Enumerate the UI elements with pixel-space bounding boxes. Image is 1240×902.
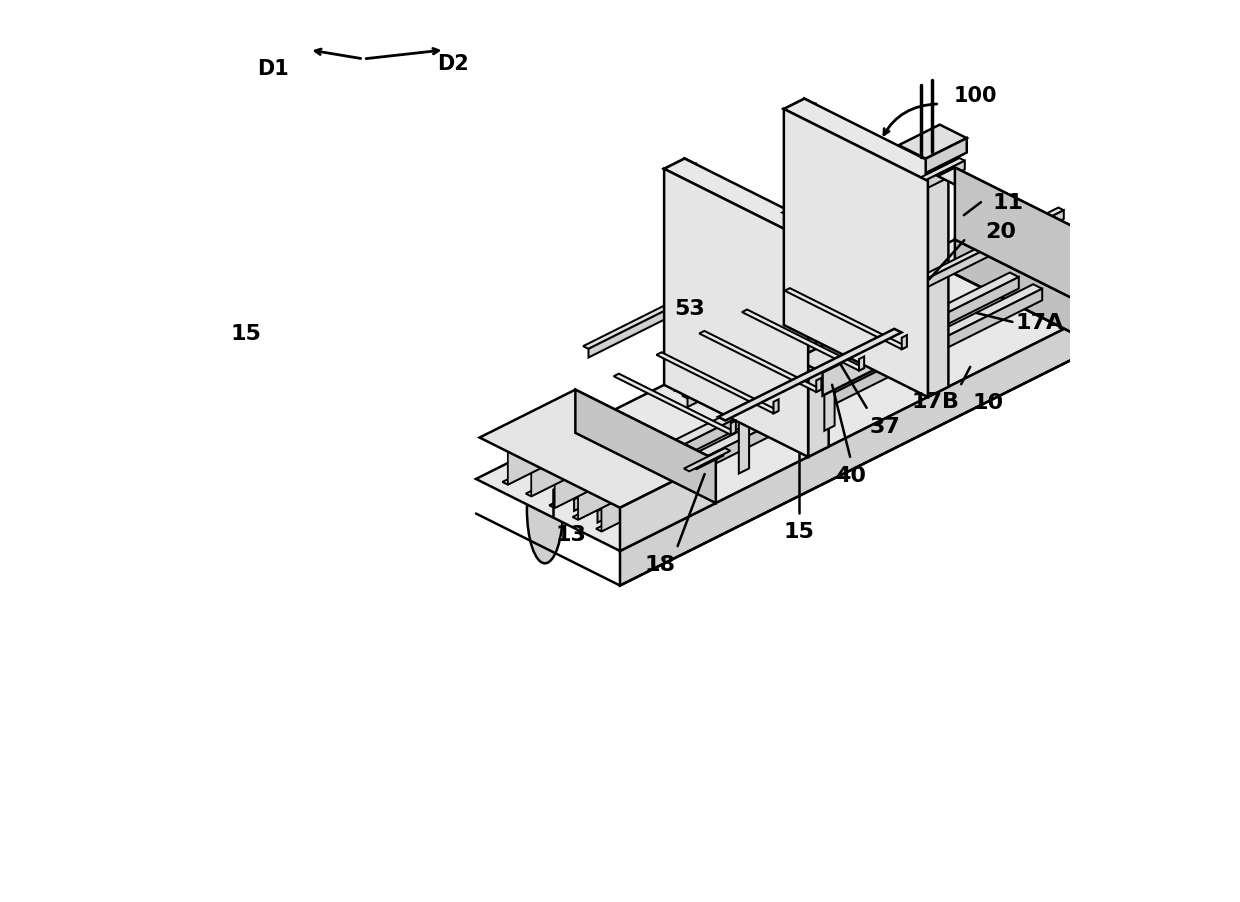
Polygon shape	[797, 226, 828, 242]
Polygon shape	[620, 312, 1099, 586]
Polygon shape	[502, 445, 583, 485]
Polygon shape	[665, 160, 828, 242]
Polygon shape	[782, 197, 841, 225]
Polygon shape	[682, 208, 1064, 399]
Polygon shape	[796, 334, 874, 373]
Text: 10: 10	[972, 392, 1003, 413]
Polygon shape	[549, 468, 630, 509]
Polygon shape	[575, 391, 715, 503]
Polygon shape	[699, 332, 821, 392]
Text: 11: 11	[992, 193, 1023, 213]
Polygon shape	[808, 231, 828, 457]
Polygon shape	[476, 240, 1099, 551]
Polygon shape	[589, 285, 1042, 511]
Polygon shape	[614, 374, 735, 436]
Polygon shape	[691, 453, 724, 470]
Polygon shape	[859, 357, 864, 372]
Text: 18: 18	[644, 555, 675, 575]
Polygon shape	[766, 325, 787, 335]
Polygon shape	[784, 110, 928, 398]
Polygon shape	[665, 170, 808, 457]
Polygon shape	[596, 492, 677, 532]
Polygon shape	[955, 169, 1099, 312]
Polygon shape	[805, 99, 815, 321]
Text: 100: 100	[954, 86, 997, 106]
Text: D2: D2	[438, 54, 469, 74]
Text: 37: 37	[869, 417, 900, 437]
Polygon shape	[785, 289, 906, 350]
Polygon shape	[656, 353, 779, 414]
Polygon shape	[589, 161, 965, 358]
Polygon shape	[742, 310, 864, 372]
Polygon shape	[784, 99, 815, 115]
Polygon shape	[601, 451, 677, 532]
Polygon shape	[899, 125, 967, 160]
Polygon shape	[480, 391, 715, 508]
Polygon shape	[918, 166, 949, 182]
Polygon shape	[687, 211, 1064, 408]
Polygon shape	[573, 480, 653, 520]
Polygon shape	[926, 139, 967, 174]
Text: 20: 20	[985, 222, 1016, 242]
Polygon shape	[684, 160, 696, 381]
Polygon shape	[730, 421, 735, 436]
Polygon shape	[910, 282, 920, 389]
Polygon shape	[531, 416, 606, 497]
Polygon shape	[955, 240, 1099, 346]
Ellipse shape	[527, 456, 563, 564]
Polygon shape	[675, 165, 696, 391]
Polygon shape	[526, 456, 606, 497]
Polygon shape	[578, 439, 653, 520]
Polygon shape	[937, 169, 1099, 249]
Polygon shape	[806, 208, 841, 234]
Polygon shape	[825, 326, 835, 431]
Polygon shape	[620, 503, 701, 544]
Text: 40: 40	[835, 465, 866, 485]
Text: 15: 15	[231, 324, 262, 344]
Text: D1: D1	[258, 59, 289, 78]
Polygon shape	[508, 404, 583, 485]
Polygon shape	[790, 312, 811, 323]
Polygon shape	[784, 99, 949, 182]
Polygon shape	[574, 278, 1019, 511]
Polygon shape	[565, 273, 1019, 500]
Text: 13: 13	[556, 524, 587, 544]
Polygon shape	[620, 460, 715, 551]
Polygon shape	[583, 159, 965, 349]
Polygon shape	[822, 347, 874, 396]
Polygon shape	[684, 448, 730, 472]
Polygon shape	[795, 105, 815, 331]
Polygon shape	[816, 379, 821, 392]
Text: 17B: 17B	[911, 391, 960, 411]
Polygon shape	[625, 463, 701, 544]
Polygon shape	[774, 400, 779, 414]
Text: 15: 15	[784, 521, 815, 541]
Polygon shape	[901, 336, 906, 350]
Polygon shape	[718, 329, 901, 421]
Text: 53: 53	[675, 299, 706, 318]
Polygon shape	[739, 368, 749, 474]
Polygon shape	[928, 171, 949, 398]
Text: 17A: 17A	[1016, 313, 1064, 333]
Polygon shape	[554, 428, 630, 509]
Polygon shape	[1081, 240, 1099, 321]
Polygon shape	[598, 290, 1042, 523]
Polygon shape	[665, 160, 696, 175]
